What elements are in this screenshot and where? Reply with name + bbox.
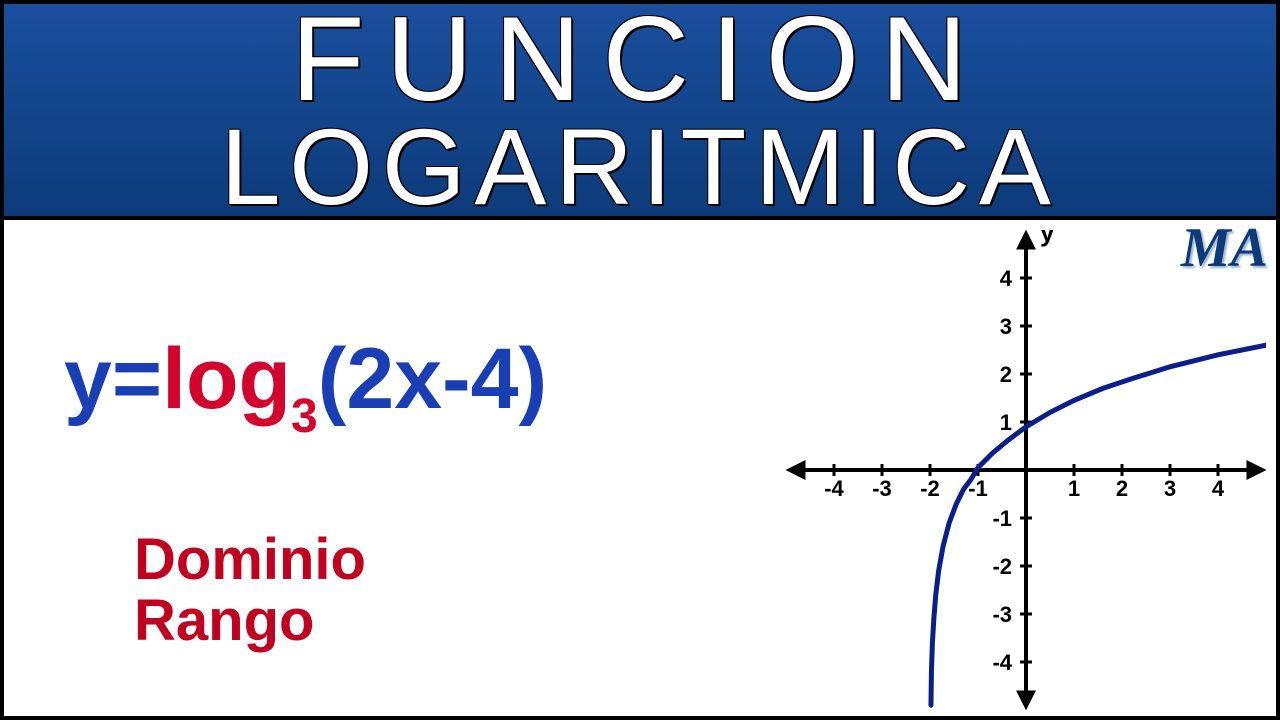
svg-text:4: 4 <box>1212 476 1225 501</box>
log-graph: -4-3-2-11234-4-3-2-11234xy <box>786 230 1266 710</box>
svg-text:2: 2 <box>1116 476 1128 501</box>
svg-text:-4: -4 <box>992 650 1012 675</box>
content-area: y=log3(2x-4) Dominio Rango -4-3-2-11234-… <box>0 220 1280 720</box>
svg-text:2: 2 <box>1000 362 1012 387</box>
equation-base: 3 <box>291 390 318 443</box>
title-banner: FUNCION LOGARITMICA <box>0 0 1280 220</box>
banner-line-1: FUNCION <box>291 2 989 116</box>
equation: y=log3(2x-4) <box>64 330 547 444</box>
equation-log: log <box>162 331 291 427</box>
svg-text:-3: -3 <box>992 602 1012 627</box>
equation-arg: (2x-4) <box>318 331 547 427</box>
label-rango: Rango <box>134 591 366 652</box>
svg-text:1: 1 <box>1000 410 1012 435</box>
svg-text:-2: -2 <box>992 554 1012 579</box>
equation-prefix: y= <box>64 331 162 427</box>
svg-text:3: 3 <box>1000 314 1012 339</box>
svg-text:-1: -1 <box>992 506 1012 531</box>
banner-line-2: LOGARITMICA <box>220 116 1059 219</box>
label-dominio: Dominio <box>134 530 366 591</box>
svg-text:-4: -4 <box>824 476 844 501</box>
svg-text:1: 1 <box>1068 476 1080 501</box>
svg-text:4: 4 <box>1000 266 1013 291</box>
secondary-labels: Dominio Rango <box>134 530 366 652</box>
svg-text:3: 3 <box>1164 476 1176 501</box>
svg-text:y: y <box>1040 230 1055 247</box>
svg-text:-3: -3 <box>872 476 892 501</box>
svg-text:-2: -2 <box>920 476 940 501</box>
